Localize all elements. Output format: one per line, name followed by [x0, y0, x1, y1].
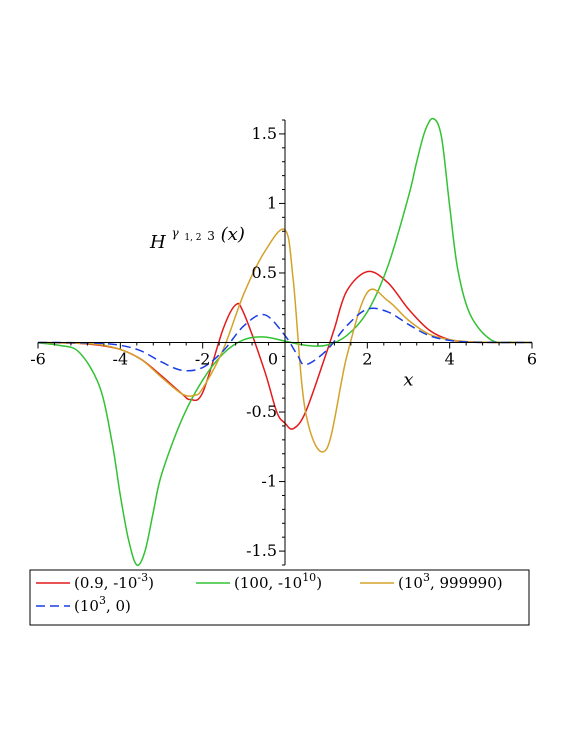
legend-label: (103, 999990)	[398, 571, 503, 592]
y-tick-label: -1.5	[246, 541, 277, 560]
y-axis-label-main: H	[149, 232, 166, 253]
series-line-2	[37, 117, 533, 567]
y-tick-label: -1	[261, 472, 277, 491]
y-axis-label-superscript-subscript: 1, 2	[184, 233, 201, 243]
series-layer	[37, 117, 533, 567]
y-tick-label: -0.5	[246, 402, 277, 421]
series-line-4	[37, 307, 533, 372]
ticks: -6 -4 -2 0 2 4 6 -1.5 -1 -0.5 0.5 1 1.5	[30, 119, 537, 566]
y-tick-label: 1	[267, 193, 277, 212]
y-axis-label-subscript: 3	[207, 229, 215, 243]
x-tick-label: 4	[445, 350, 455, 369]
legend-label: (100, -1010)	[234, 571, 322, 592]
x-tick-label: 2	[362, 350, 372, 369]
y-tick-label: 0.5	[252, 263, 277, 282]
y-tick-label: 1.5	[252, 124, 277, 143]
y-axis-label-argument: (x)	[221, 224, 245, 245]
x-tick-label: 6	[527, 350, 537, 369]
legend-label: (0.9, -10-3)	[74, 571, 154, 592]
legend: (0.9, -10-3) (100, -1010) (103, 999990) (10…	[29, 569, 530, 626]
x-axis-label: x	[403, 370, 413, 391]
series-line-3	[37, 228, 533, 453]
x-tick-label: -4	[113, 350, 129, 369]
x-tick-label: -2	[195, 350, 211, 369]
x-tick-label: -6	[30, 350, 46, 369]
legend-box	[29, 569, 530, 626]
x-tick-label: 0	[268, 350, 278, 369]
legend-label: (103, 0)	[74, 594, 131, 615]
y-axis-label-superscript: γ	[171, 226, 179, 240]
y-axis-label: H γ 1, 2 3 (x)	[149, 221, 245, 253]
